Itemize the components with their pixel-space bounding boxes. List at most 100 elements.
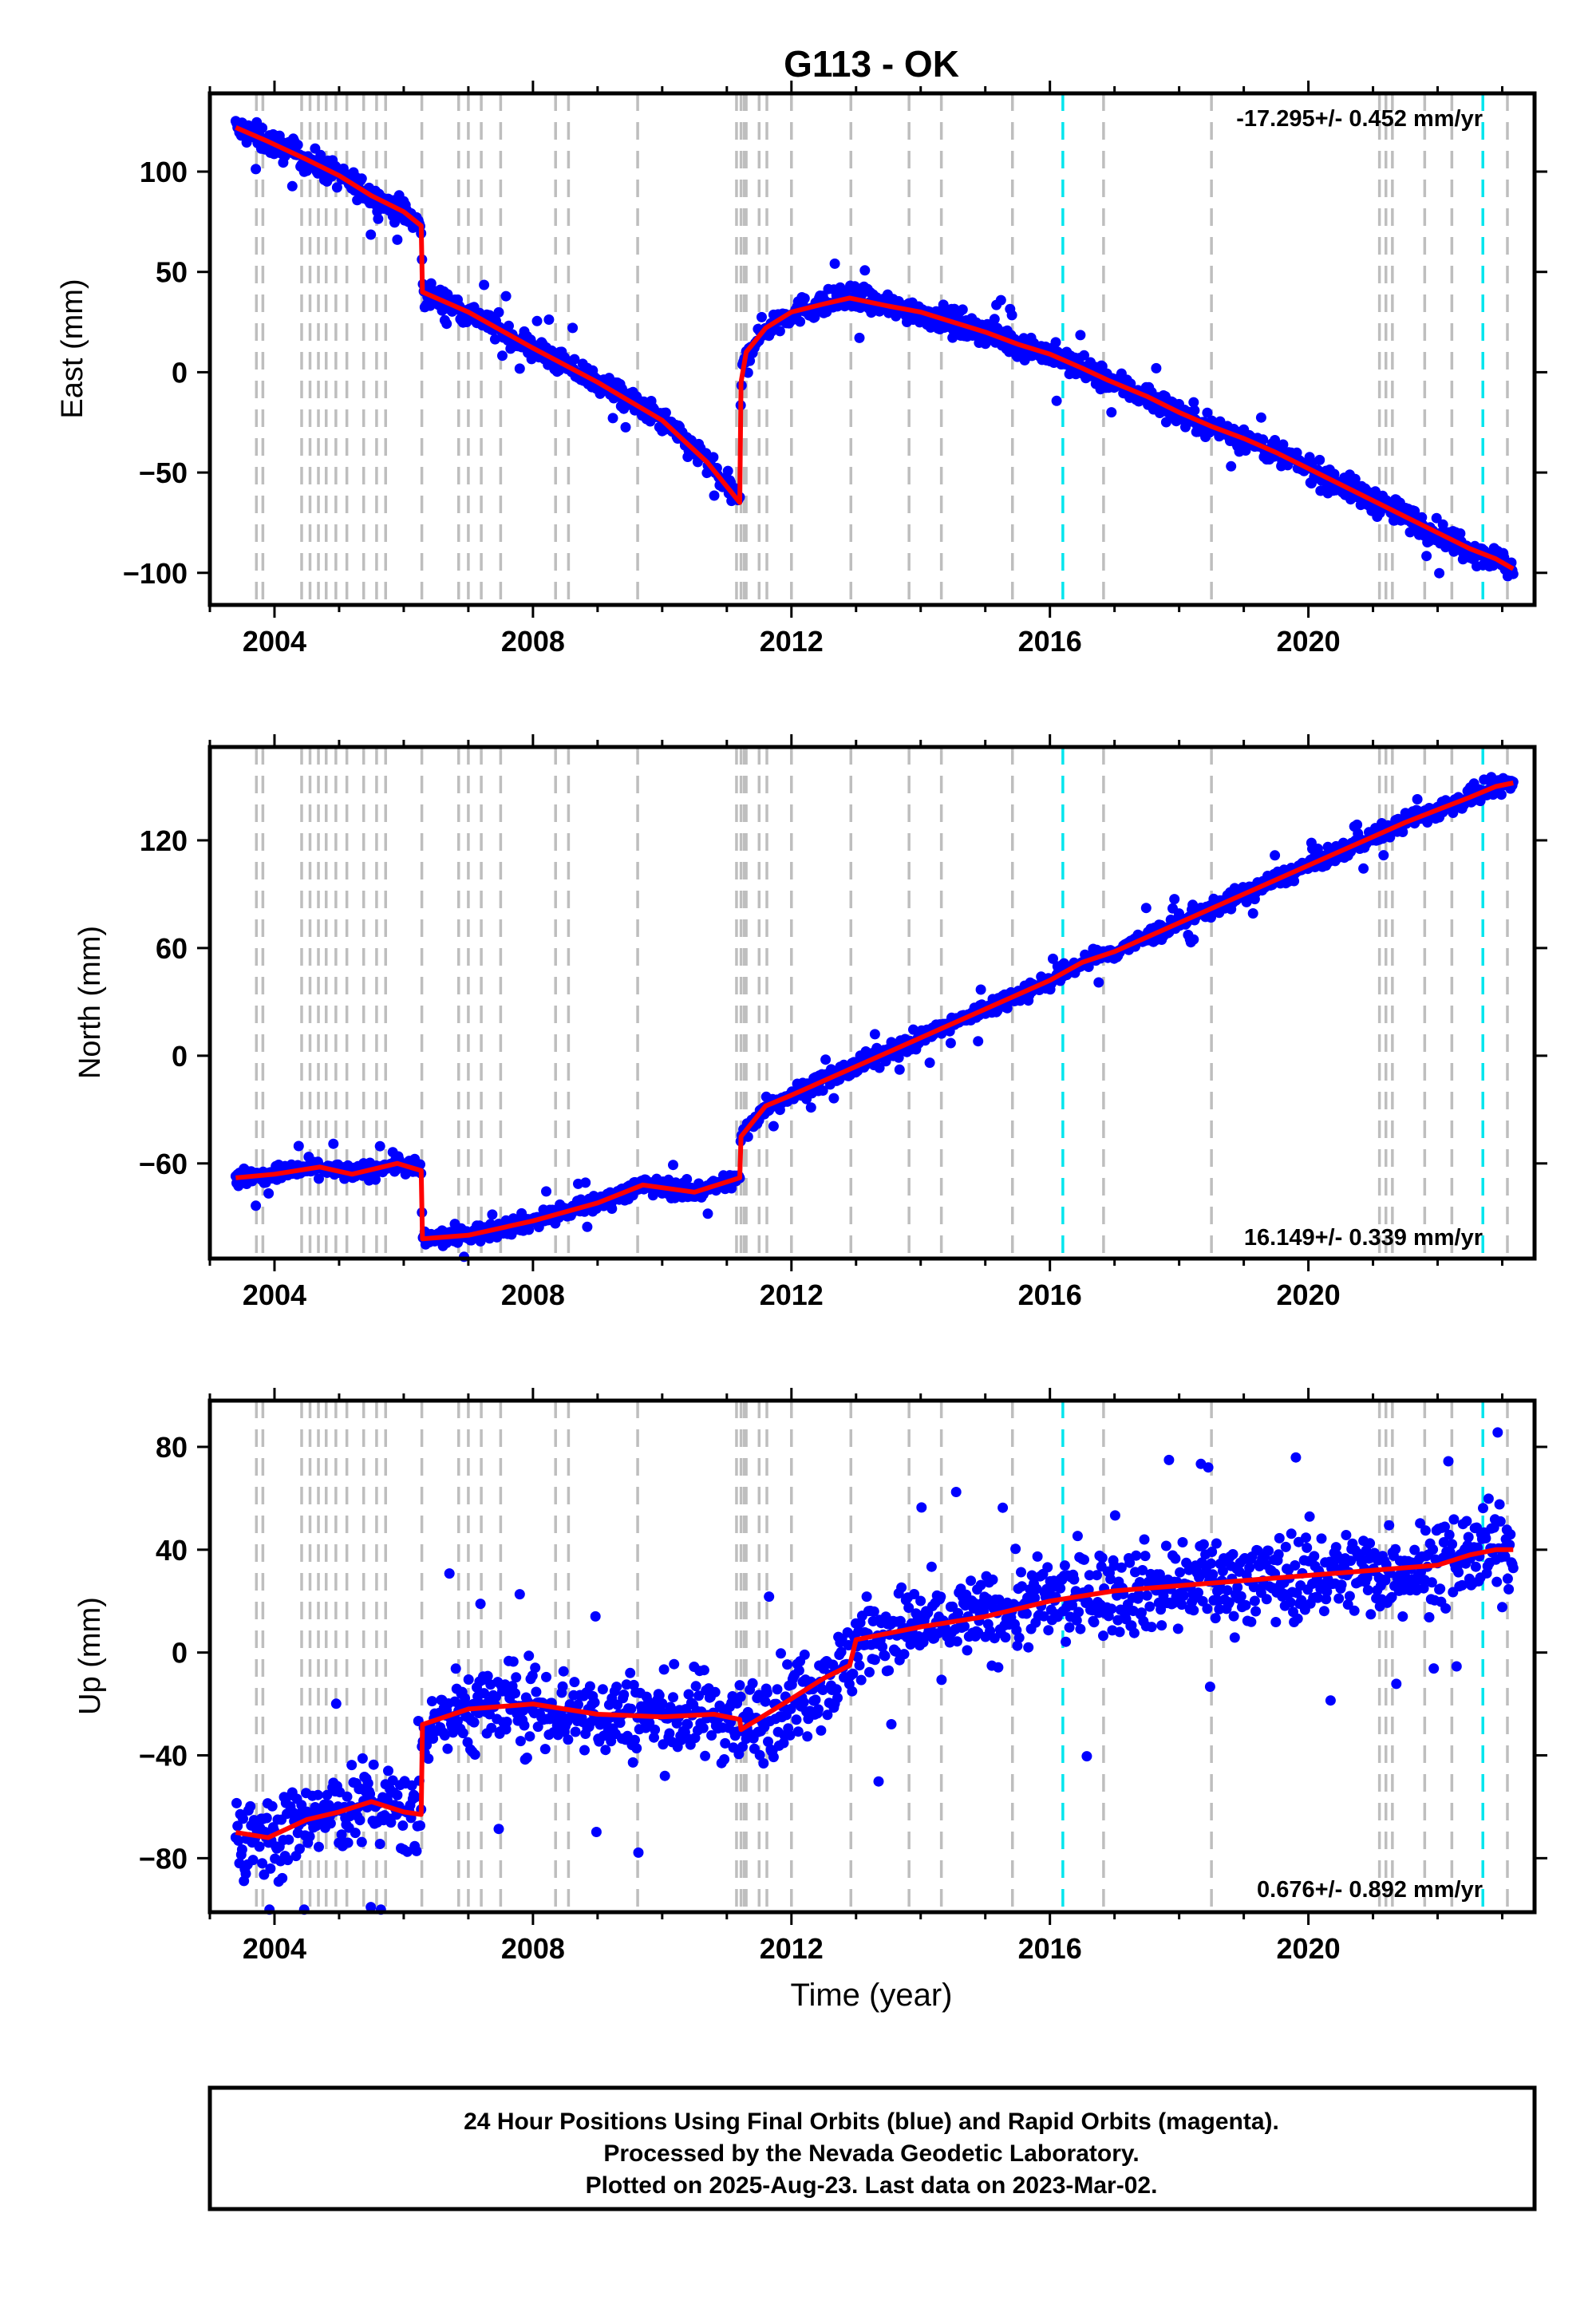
observation-point [1055,1583,1066,1594]
observation-point [365,229,377,240]
observation-point [891,1646,902,1657]
observation-point [1478,1503,1488,1514]
y-tick-label: −100 [123,557,188,590]
observation-point [874,1062,885,1073]
observation-point [1249,1595,1260,1607]
observation-point [681,1174,693,1184]
observation-point [569,1677,580,1688]
observation-point [315,149,326,160]
observation-point [1137,1565,1148,1575]
observation-point [659,1770,670,1781]
observation-point [570,1726,581,1737]
observation-point [792,1726,804,1737]
observation-point [314,1841,324,1852]
observation-point [660,407,671,418]
observation-point [1385,832,1396,843]
up-model-line [235,1547,1514,1840]
observation-point [508,1656,519,1667]
observation-point [859,265,871,276]
x-tick-label: 2008 [501,625,565,658]
footer-line-3: Plotted on 2025-Aug-23. Last data on 202… [586,2172,1158,2199]
observation-point [232,1820,243,1832]
observation-point [669,1658,680,1670]
observation-point [543,314,555,325]
observation-point [1480,1533,1491,1543]
x-tick-label: 2020 [1277,625,1341,658]
observation-point [357,1753,368,1764]
observation-point [532,1721,543,1733]
observation-point [916,1502,927,1513]
x-axis-label: Time (year) [791,1978,953,2013]
observation-point [238,1813,248,1824]
observation-point [1235,1591,1246,1602]
observation-point [1141,1590,1152,1601]
observation-point [774,326,785,337]
observation-point [530,1662,541,1674]
observation-point [410,1792,421,1803]
observation-point [805,1102,816,1113]
observation-point [1204,1682,1215,1692]
observation-point [475,1599,486,1610]
observation-point [1160,417,1171,428]
observation-point [1365,1538,1376,1549]
observation-point [293,1140,304,1152]
observation-point [772,1684,783,1695]
observation-point [735,1691,746,1702]
observation-point [1203,1462,1214,1473]
east-frame [207,91,1537,607]
observation-point [873,1776,884,1787]
observation-point [1098,1630,1108,1642]
observation-point [1064,1622,1075,1633]
footer-box: 24 Hour Positions Using Final Orbits (bl… [207,2085,1537,2211]
observation-point [693,1690,705,1701]
observation-point [1290,1452,1302,1463]
observation-point [1258,434,1269,445]
observation-point [1023,1642,1034,1653]
east-model-line [235,124,1515,571]
observation-point [1084,1570,1095,1581]
observation-point [251,164,262,175]
observation-point [1492,1427,1503,1438]
observation-point [292,140,303,150]
observation-point [915,1595,926,1607]
observation-point [1188,934,1199,945]
observation-point [813,1704,824,1715]
observation-point [527,1670,538,1682]
observation-point [469,1749,480,1760]
observation-point [1507,1563,1519,1574]
x-tick-label: 2016 [1018,625,1082,658]
observation-point [1189,405,1200,416]
observation-point [709,1686,721,1697]
observation-point [1160,1540,1171,1551]
observation-point [799,293,810,304]
observation-point [1503,1583,1515,1595]
observation-point [1176,1599,1187,1611]
observation-point [784,1729,796,1741]
observation-point [1067,1599,1078,1611]
observation-point [1397,1611,1408,1622]
observation-point [1451,1661,1462,1672]
observation-point [969,1598,980,1609]
x-tick-label: 2016 [1018,1279,1082,1311]
x-tick-label: 2008 [501,1932,565,1965]
observation-point [768,1120,779,1132]
observation-point [1461,1516,1472,1527]
observation-point [1010,1543,1021,1555]
observation-point [1345,1555,1357,1567]
observation-point [356,173,367,184]
observation-point [899,1649,910,1660]
observation-point [245,1800,256,1812]
observation-point [479,279,490,290]
observation-point [1312,1592,1323,1603]
observation-point [1309,1551,1320,1562]
model-line [235,124,1515,571]
observation-point [373,213,384,224]
observation-point [283,1834,294,1845]
observation-point [524,1731,535,1742]
observation-point [1502,1573,1513,1584]
observation-point [809,311,820,322]
observation-point [893,1052,904,1063]
observation-point [590,1611,601,1622]
observation-point [1001,1002,1013,1014]
